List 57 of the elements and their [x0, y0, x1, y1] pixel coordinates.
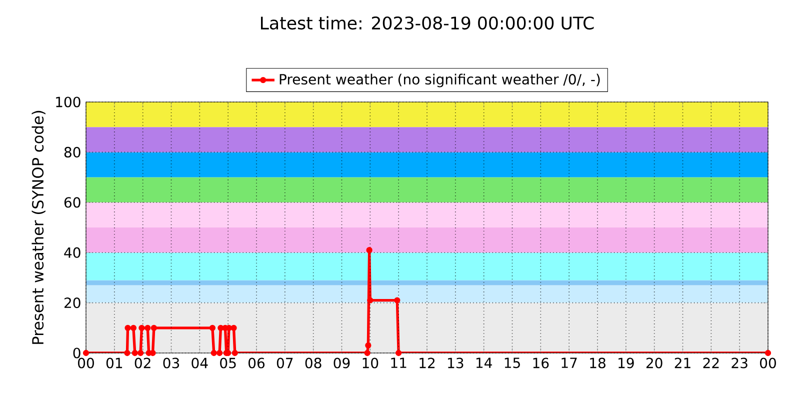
point [364, 350, 370, 356]
point [138, 324, 145, 331]
x-tick-label: 13 [448, 358, 464, 368]
x-tick-label: 00 [760, 358, 776, 368]
point [367, 297, 374, 304]
x-tick-label: 06 [248, 358, 265, 368]
x-tick-label: 02 [134, 358, 150, 368]
x-tick-label: 11 [391, 358, 406, 368]
point [764, 350, 772, 356]
point [124, 350, 130, 356]
x-tick-label: 07 [276, 358, 293, 368]
point [144, 324, 151, 331]
y-tick-label: 60 [64, 197, 80, 208]
point [396, 350, 402, 356]
point [150, 350, 156, 356]
y-tick-label: 20 [64, 298, 80, 308]
point [124, 324, 131, 331]
x-tick-label: 00 [78, 358, 94, 368]
x-tick-label: 15 [504, 358, 520, 368]
x-tick-label: 18 [590, 358, 606, 368]
point [146, 350, 152, 356]
x-tick-label: 21 [674, 358, 690, 368]
point [230, 324, 237, 331]
point [150, 324, 157, 331]
legend-label: Present weather (no significant weather /0/, -) [280, 74, 600, 88]
x-tick-label: 17 [562, 358, 577, 368]
x-tick-label: 01 [106, 358, 122, 368]
x-tick-label: 22 [703, 358, 719, 368]
y-tick-label: 0 [73, 348, 80, 358]
point [82, 350, 90, 356]
x-tick-label: 20 [646, 358, 662, 368]
x-tick-label: 08 [305, 358, 322, 368]
point [130, 324, 137, 331]
y-axis-title: Present weather (SYNOP code) [32, 110, 46, 344]
y-tick-label: 40 [64, 247, 80, 258]
x-tick-label: 03 [163, 358, 180, 368]
point [366, 247, 372, 254]
x-tick-label: 14 [476, 358, 492, 368]
point [232, 350, 238, 356]
point [132, 350, 138, 356]
y-tick-label: 80 [64, 146, 80, 158]
point [394, 297, 400, 304]
point [210, 350, 217, 356]
chart-title: Latest time: 2023-08-19 00:00:00 UTC [261, 16, 594, 30]
x-tick-label: 12 [420, 358, 435, 368]
x-tick-label: 23 [732, 358, 748, 368]
x-tick-label: 10 [362, 358, 378, 368]
point [137, 350, 144, 356]
y-tick-label: 100 [56, 96, 80, 108]
x-tick-label: 16 [533, 358, 549, 368]
x-tick-label: 05 [220, 358, 236, 368]
x-tick-label: 04 [192, 358, 208, 368]
point [209, 324, 216, 331]
point [216, 350, 223, 356]
point [365, 342, 372, 349]
x-tick-label: 19 [618, 358, 634, 368]
x-tick-label: 09 [334, 358, 350, 368]
